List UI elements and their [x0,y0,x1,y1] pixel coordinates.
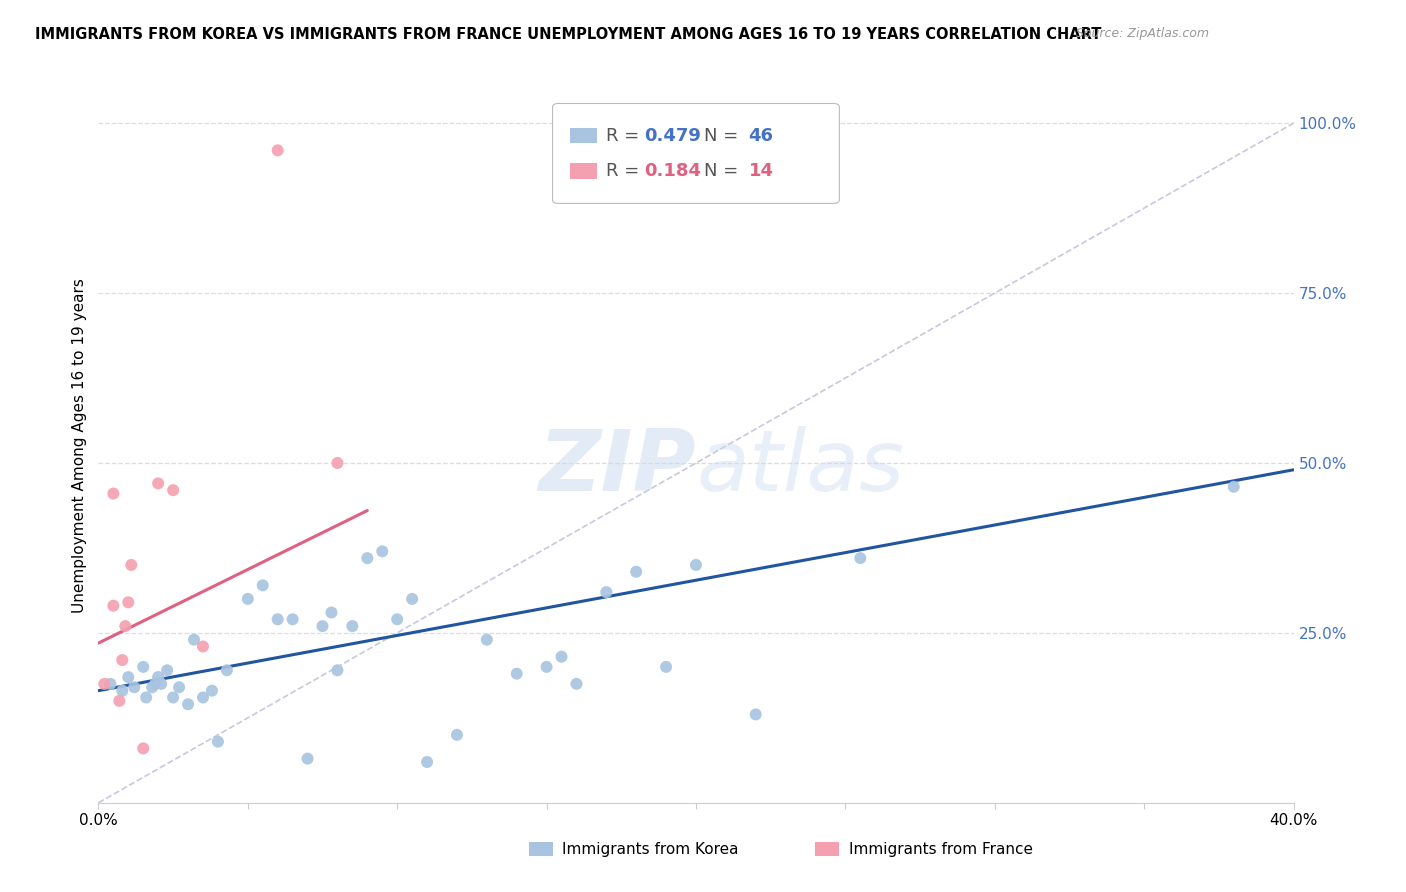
Text: IMMIGRANTS FROM KOREA VS IMMIGRANTS FROM FRANCE UNEMPLOYMENT AMONG AGES 16 TO 19: IMMIGRANTS FROM KOREA VS IMMIGRANTS FROM… [35,27,1101,42]
Text: R =: R = [606,162,640,180]
Point [114,619,136,633]
Point [281,612,304,626]
Point [111,683,134,698]
FancyBboxPatch shape [815,842,839,856]
Point [201,683,224,698]
Point [685,558,707,572]
Text: atlas: atlas [696,425,904,509]
FancyBboxPatch shape [571,128,596,144]
Point [207,734,229,748]
Point [143,677,166,691]
Point [141,680,163,694]
Point [148,670,170,684]
Point [565,677,588,691]
Text: 14: 14 [748,162,773,180]
Point [595,585,617,599]
Text: 0.184: 0.184 [644,162,702,180]
Point [475,632,498,647]
Point [111,653,134,667]
Point [416,755,439,769]
Y-axis label: Unemployment Among Ages 16 to 19 years: Unemployment Among Ages 16 to 19 years [72,278,87,614]
Point [124,680,146,694]
Point [236,591,259,606]
Text: Immigrants from France: Immigrants from France [849,842,1033,856]
Point [162,690,184,705]
Text: R =: R = [606,127,640,145]
Point [326,456,349,470]
Text: ZIP: ZIP [538,425,696,509]
Point [371,544,394,558]
Point [108,694,131,708]
Text: Immigrants from Korea: Immigrants from Korea [562,842,738,856]
Point [311,619,333,633]
Point [506,666,529,681]
FancyBboxPatch shape [553,103,839,203]
Point [135,690,157,705]
Point [215,663,238,677]
Point [267,612,290,626]
FancyBboxPatch shape [529,842,553,856]
Point [267,144,290,158]
Point [297,751,319,765]
Point [162,483,184,498]
Text: 0.479: 0.479 [644,127,702,145]
Point [326,663,349,677]
Point [148,476,170,491]
Text: 46: 46 [748,127,773,145]
Point [342,619,364,633]
Point [120,558,142,572]
Point [167,680,190,694]
Point [1223,480,1246,494]
Point [103,599,125,613]
Point [385,612,409,626]
Point [156,663,179,677]
FancyBboxPatch shape [571,163,596,179]
Point [849,551,872,566]
Point [550,649,572,664]
Point [117,595,139,609]
Text: N =: N = [704,127,738,145]
Point [745,707,768,722]
Point [93,677,115,691]
Point [177,698,200,712]
Point [132,741,155,756]
Point [100,677,122,691]
Point [103,486,125,500]
Point [356,551,378,566]
Text: N =: N = [704,162,738,180]
Point [252,578,274,592]
Point [183,632,205,647]
Point [446,728,468,742]
Text: Source: ZipAtlas.com: Source: ZipAtlas.com [1076,27,1209,40]
Point [655,660,678,674]
Point [150,677,173,691]
Point [117,670,139,684]
Point [191,640,214,654]
Point [321,606,343,620]
Point [191,690,214,705]
Point [401,591,423,606]
Point [626,565,648,579]
Point [132,660,155,674]
Point [536,660,558,674]
